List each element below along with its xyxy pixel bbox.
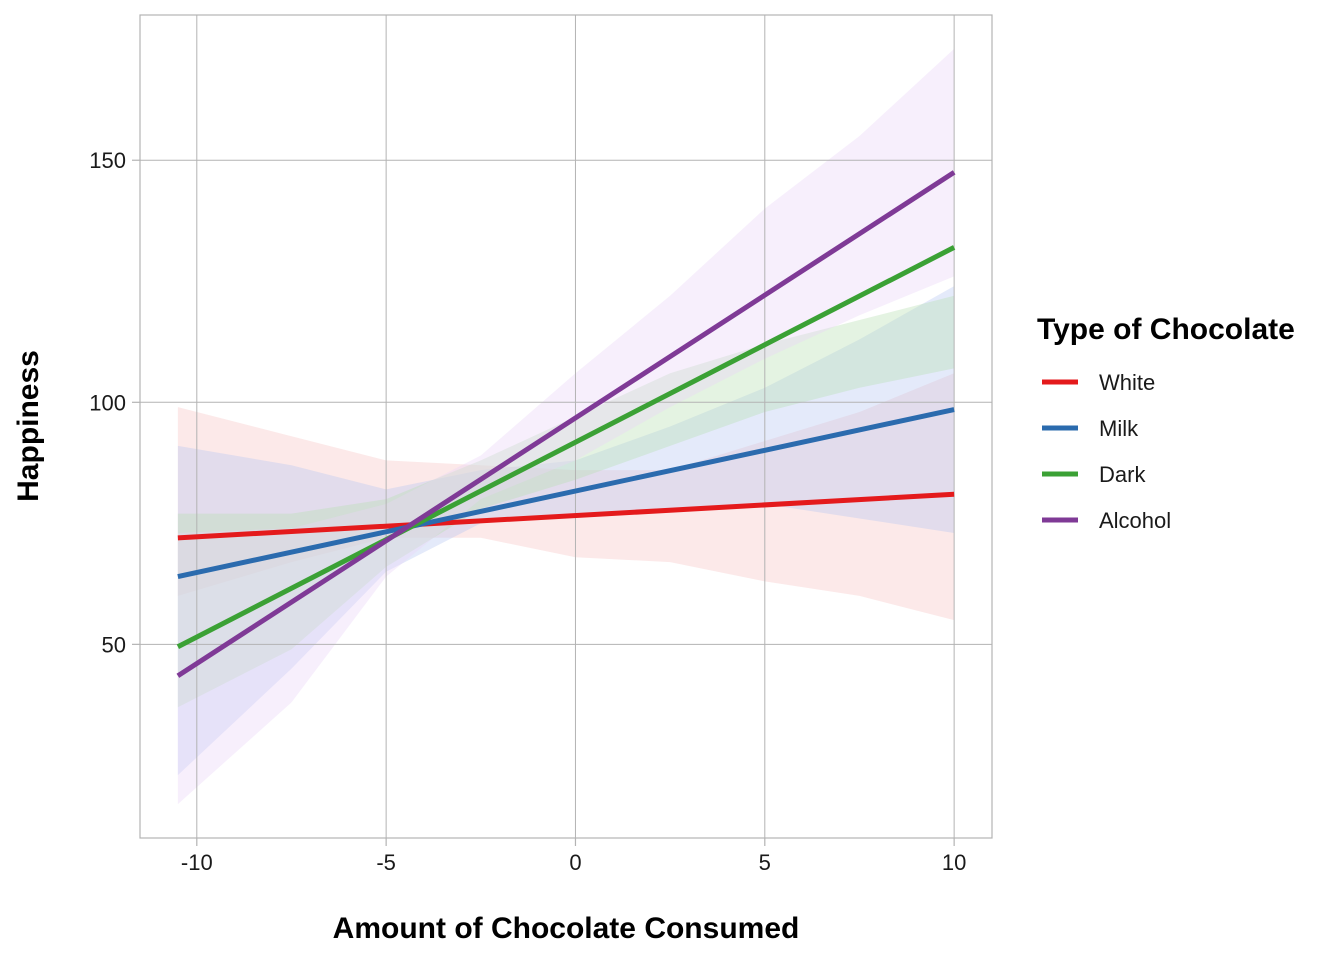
legend-label-milk: Milk [1099, 416, 1139, 441]
band-white [177, 373, 955, 621]
series-line-milk [177, 407, 955, 580]
band-milk [177, 286, 955, 776]
legend: Type of Chocolate White Milk Dark Alcohol [1037, 313, 1295, 533]
y-tick-label: 150 [89, 148, 126, 173]
series-line-alcohol [176, 170, 956, 678]
series-line-white [177, 491, 955, 541]
series-line-dark [176, 245, 956, 649]
legend-label-alcohol: Alcohol [1099, 508, 1171, 533]
x-tick-label: -5 [376, 850, 396, 875]
x-tick-label: 0 [569, 850, 581, 875]
gridlines [140, 15, 992, 838]
legend-label-dark: Dark [1099, 462, 1146, 487]
legend-label-white: White [1099, 370, 1155, 395]
y-axis-title: Happiness [12, 350, 45, 502]
y-tick-label: 100 [89, 390, 126, 415]
x-tick-label: -10 [181, 850, 213, 875]
legend-title: Type of Chocolate [1037, 313, 1295, 346]
plot-panel-border [139, 14, 993, 839]
x-tick-label: 5 [759, 850, 771, 875]
series-lines [176, 170, 956, 678]
axes: -10 -5 0 5 10 50 100 150 [89, 14, 993, 875]
band-dark [177, 295, 955, 708]
x-axis-title: Amount of Chocolate Consumed [333, 912, 800, 945]
x-tick-label: 10 [942, 850, 966, 875]
y-tick-label: 50 [102, 632, 126, 657]
